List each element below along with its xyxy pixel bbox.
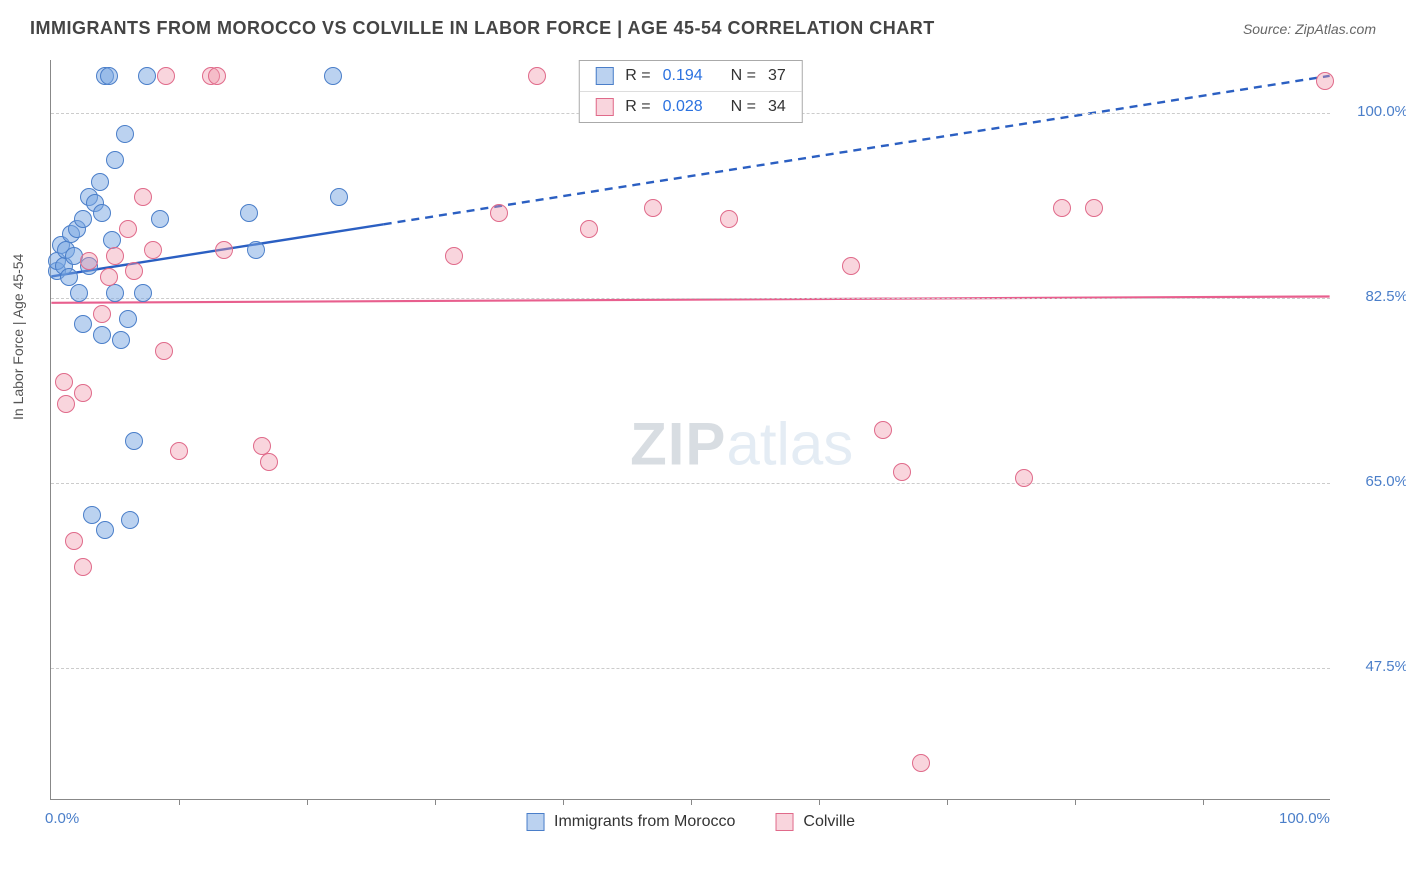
x-minor-tick [1203,799,1204,805]
x-minor-tick [691,799,692,805]
x-tick-label: 0.0% [45,810,79,827]
correlation-row: R =0.028N =34 [579,91,801,122]
x-minor-tick [563,799,564,805]
y-axis-label: In Labor Force | Age 45-54 [10,254,26,420]
data-point [247,241,265,259]
data-point [893,463,911,481]
data-point [330,188,348,206]
data-point [445,247,463,265]
data-point [874,421,892,439]
data-point [912,754,930,772]
data-point [490,204,508,222]
x-tick-label: 100.0% [1279,810,1330,827]
swatch-icon [595,98,613,116]
data-point [74,384,92,402]
gridline-h [51,298,1330,299]
data-point [208,67,226,85]
data-point [155,342,173,360]
data-point [1085,199,1103,217]
data-point [119,310,137,328]
trend-lines [51,60,1330,799]
data-point [528,67,546,85]
data-point [106,284,124,302]
data-point [83,506,101,524]
data-point [93,305,111,323]
y-tick-label: 100.0% [1357,103,1406,120]
x-minor-tick [435,799,436,805]
data-point [720,210,738,228]
y-tick-label: 82.5% [1365,288,1406,305]
data-point [138,67,156,85]
data-point [74,315,92,333]
data-point [116,125,134,143]
data-point [134,284,152,302]
data-point [125,432,143,450]
swatch-icon [595,67,613,85]
data-point [55,373,73,391]
data-point [144,241,162,259]
legend-item: Colville [775,813,855,831]
data-point [96,521,114,539]
x-minor-tick [819,799,820,805]
data-point [106,247,124,265]
data-point [125,262,143,280]
data-point [106,151,124,169]
data-point [324,67,342,85]
correlation-legend: R =0.194N =37R =0.028N =34 [578,60,802,123]
series-legend: Immigrants from Morocco Colville [526,813,855,831]
data-point [74,210,92,228]
data-point [240,204,258,222]
watermark: ZIPatlas [630,410,853,479]
y-tick-label: 65.0% [1365,473,1406,490]
swatch-icon [526,813,544,831]
x-minor-tick [1075,799,1076,805]
data-point [1316,72,1334,90]
data-point [134,188,152,206]
data-point [100,67,118,85]
data-point [91,173,109,191]
x-minor-tick [307,799,308,805]
data-point [260,453,278,471]
chart-title: IMMIGRANTS FROM MOROCCO VS COLVILLE IN L… [30,18,935,39]
data-point [70,284,88,302]
x-minor-tick [179,799,180,805]
data-point [112,331,130,349]
swatch-icon [775,813,793,831]
correlation-row: R =0.194N =37 [579,61,801,91]
data-point [151,210,169,228]
data-point [842,257,860,275]
data-point [580,220,598,238]
data-point [74,558,92,576]
data-point [121,511,139,529]
data-point [80,252,98,270]
plot-area: ZIPatlas R =0.194N =37R =0.028N =34 Immi… [50,60,1330,800]
data-point [93,204,111,222]
data-point [644,199,662,217]
gridline-h [51,668,1330,669]
data-point [1053,199,1071,217]
data-point [57,395,75,413]
y-tick-label: 47.5% [1365,658,1406,675]
x-minor-tick [947,799,948,805]
legend-item: Immigrants from Morocco [526,813,735,831]
data-point [215,241,233,259]
data-point [93,326,111,344]
data-point [1015,469,1033,487]
data-point [65,532,83,550]
data-point [170,442,188,460]
data-point [119,220,137,238]
gridline-h [51,483,1330,484]
source-label: Source: ZipAtlas.com [1243,21,1376,37]
data-point [100,268,118,286]
data-point [157,67,175,85]
data-point [60,268,78,286]
title-bar: IMMIGRANTS FROM MOROCCO VS COLVILLE IN L… [30,18,1376,39]
